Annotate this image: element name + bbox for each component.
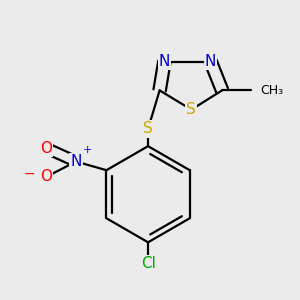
Text: O: O	[40, 141, 52, 156]
Text: −: −	[23, 167, 35, 181]
Text: S: S	[143, 121, 153, 136]
Text: CH₃: CH₃	[261, 84, 284, 97]
Text: Cl: Cl	[141, 256, 155, 271]
Text: S: S	[187, 102, 196, 117]
Text: O: O	[40, 169, 52, 184]
Text: N: N	[159, 54, 170, 69]
Text: N: N	[70, 154, 82, 169]
Text: +: +	[83, 145, 92, 155]
Text: N: N	[205, 54, 216, 69]
